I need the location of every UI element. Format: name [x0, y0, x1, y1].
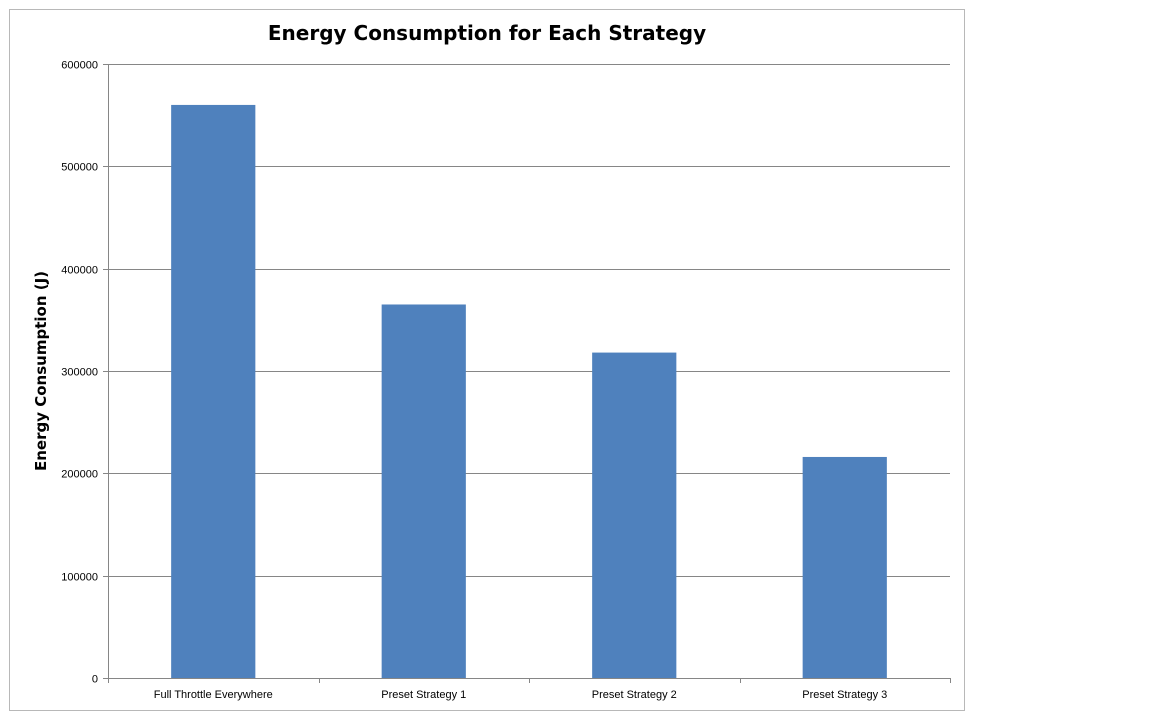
- x-tick-label: Preset Strategy 3: [802, 689, 887, 701]
- chart-title: Energy Consumption for Each Strategy: [268, 21, 706, 45]
- y-tick-label: 200000: [61, 469, 98, 481]
- y-tick-label: 0: [92, 674, 98, 686]
- bar-3: [592, 352, 677, 678]
- x-tick-label: Preset Strategy 1: [381, 689, 466, 701]
- y-tick-label: 400000: [61, 265, 98, 277]
- bars: [171, 104, 887, 678]
- x-tick-labels: Full Throttle Everywhere Preset Strategy …: [154, 689, 888, 701]
- axes: [108, 64, 951, 683]
- y-tick-label: 500000: [61, 162, 98, 174]
- bar-4: [802, 456, 887, 678]
- y-tick-labels: 0 100000 200000 300000 400000 500000 600000: [61, 60, 98, 686]
- bar-2: [381, 304, 466, 678]
- y-axis-label: Energy Consumption (J): [32, 271, 50, 471]
- y-tick-label: 600000: [61, 60, 98, 72]
- bar-1: [171, 104, 256, 678]
- x-tick-label: Preset Strategy 2: [592, 689, 677, 701]
- y-tick-label: 300000: [61, 367, 98, 379]
- x-tick-label: Full Throttle Everywhere: [154, 689, 273, 701]
- y-tick-label: 100000: [61, 572, 98, 584]
